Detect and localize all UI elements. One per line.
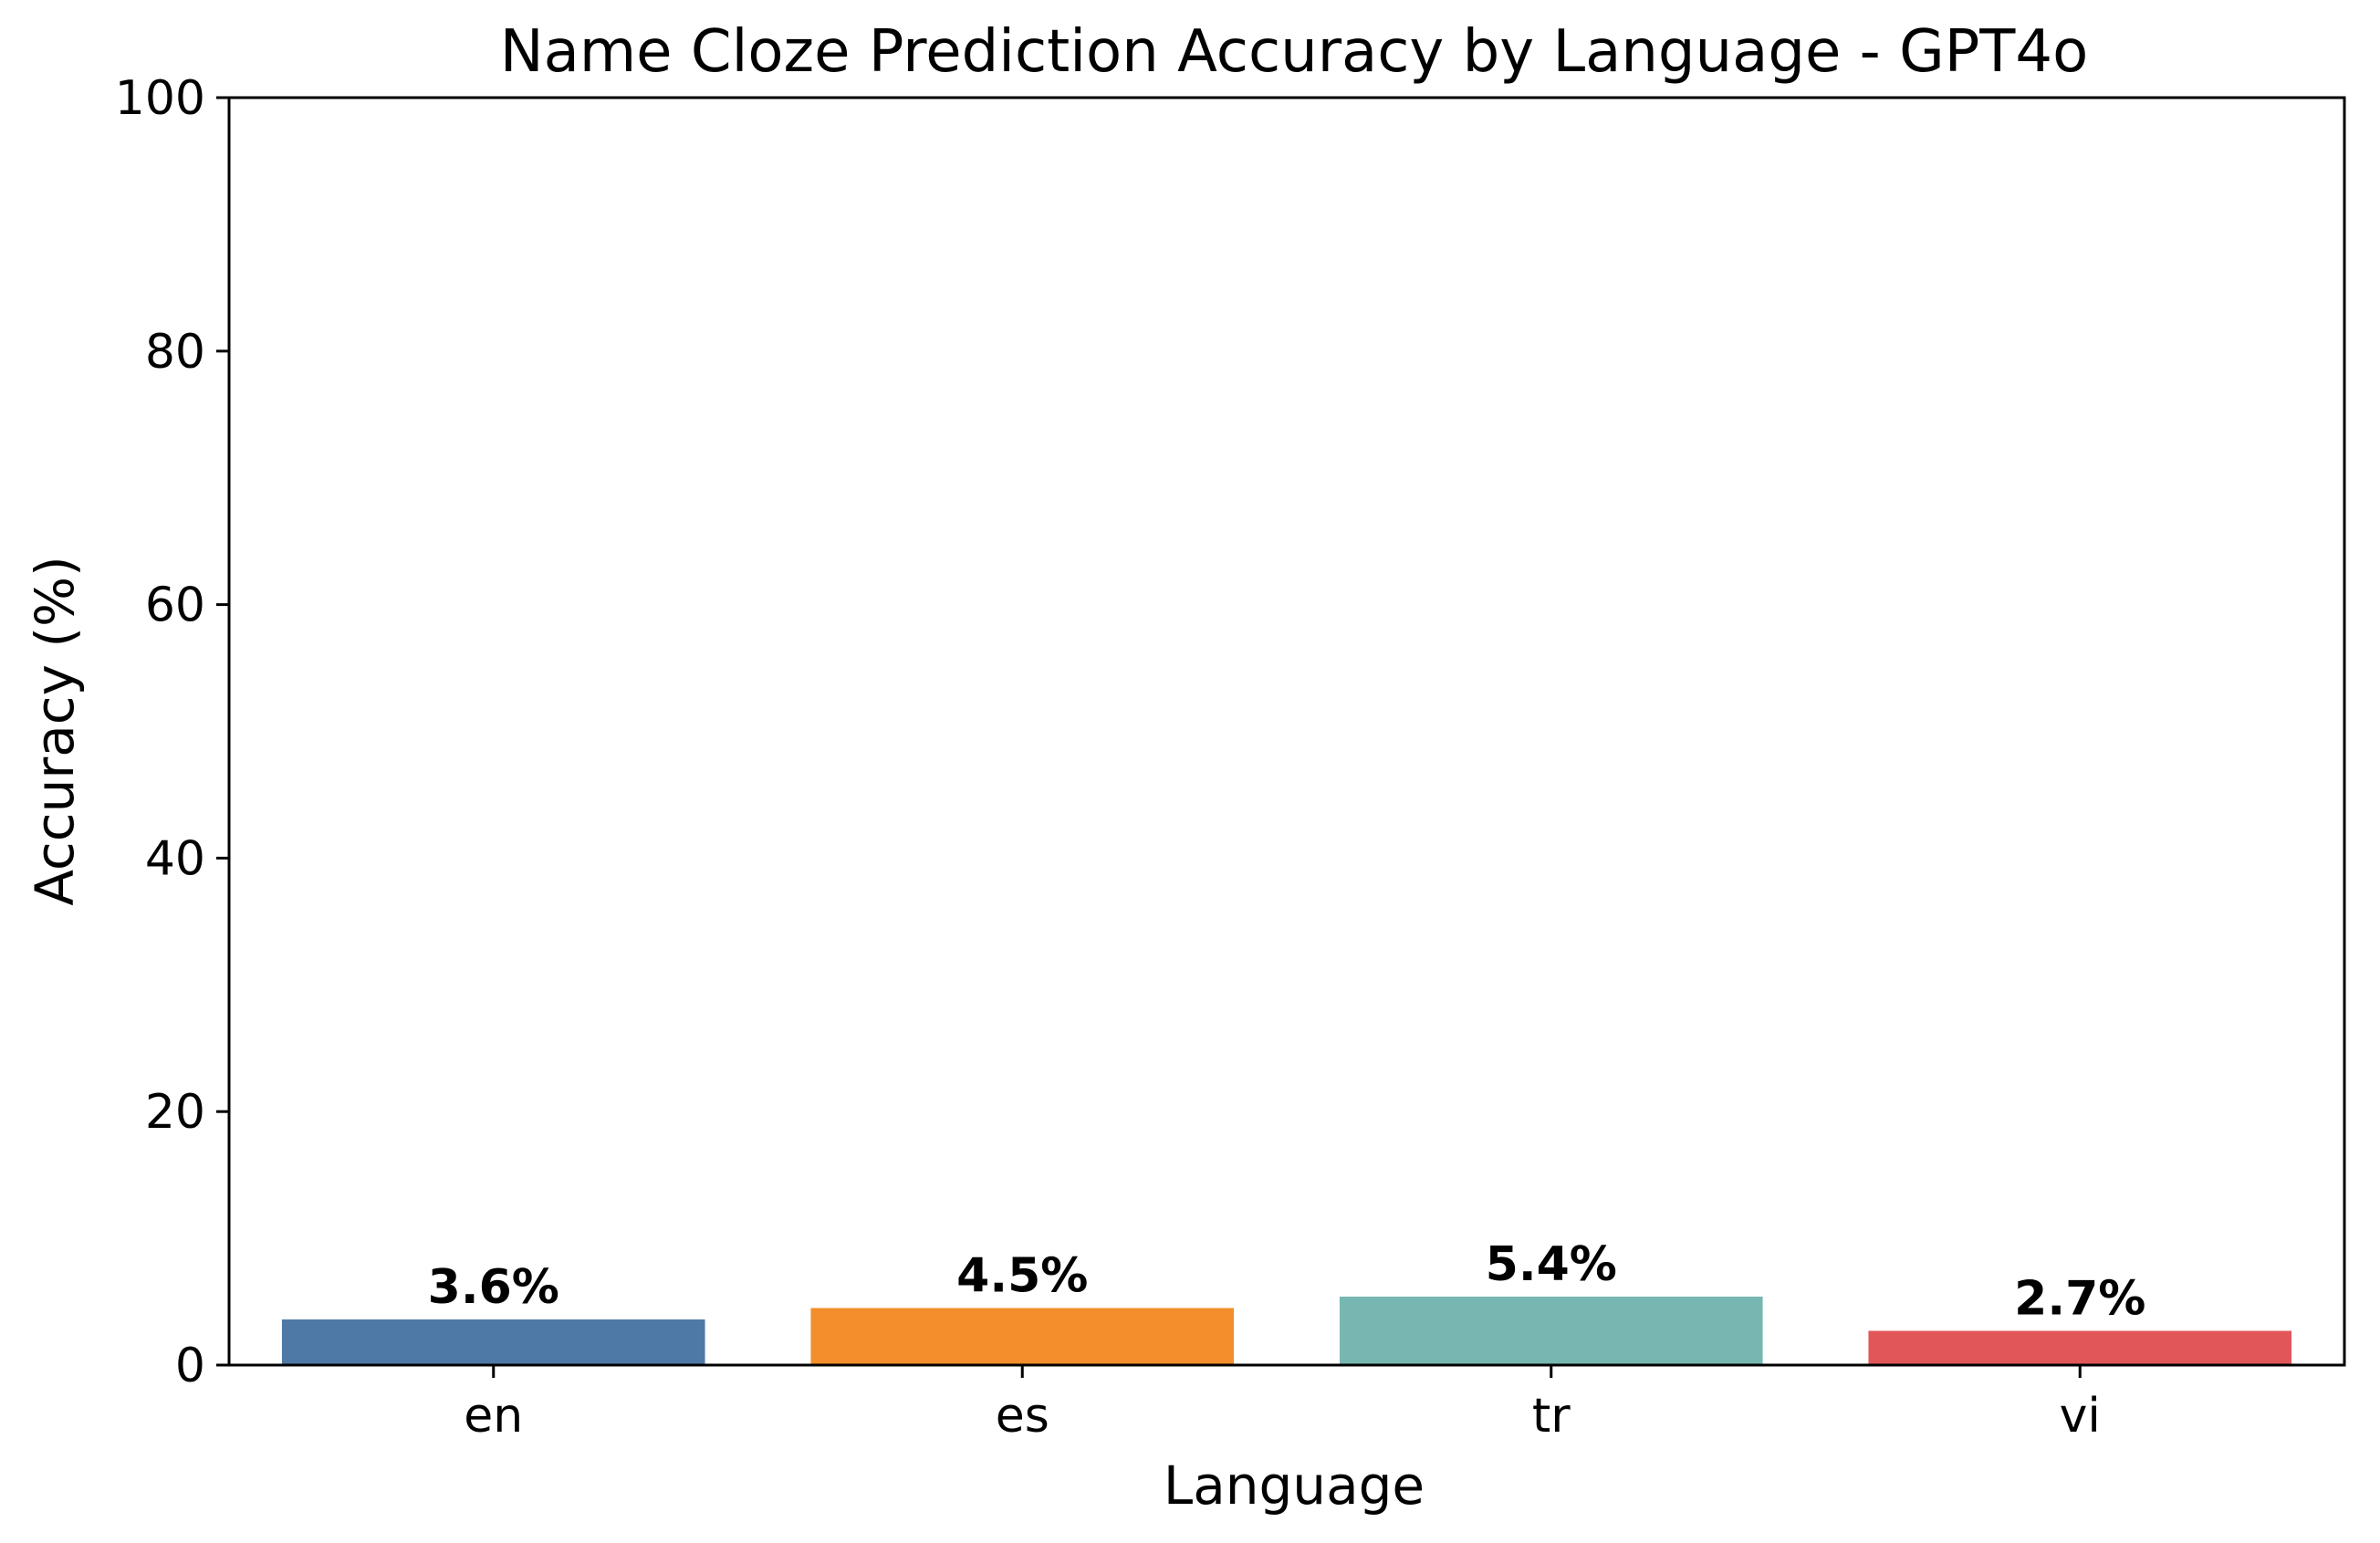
- bar-value-label-es: 4.5%: [956, 1248, 1088, 1303]
- bars: [281, 1296, 2292, 1365]
- plot-frame: [227, 96, 2346, 1367]
- bar-value-label-en: 3.6%: [428, 1260, 559, 1315]
- bar-es: [810, 1308, 1235, 1365]
- bar-value-label-tr: 5.4%: [1486, 1237, 1617, 1292]
- x-tick-label-es: es: [996, 1389, 1049, 1444]
- x-tick-label-vi: vi: [2060, 1389, 2101, 1444]
- x-tick-label-en: en: [464, 1389, 523, 1444]
- chart-title: Name Cloze Prediction Accuracy by Langua…: [500, 18, 2089, 86]
- y-tick-label: 40: [145, 831, 205, 886]
- bar-tr: [1339, 1296, 1763, 1365]
- y-tick-label: 80: [145, 325, 205, 380]
- bar-value-labels: 3.6% 4.5% 5.4% 2.7%: [428, 1237, 2146, 1327]
- y-tick-label: 0: [175, 1339, 205, 1393]
- y-tick-label: 20: [145, 1085, 205, 1140]
- bar-vi: [1868, 1330, 2292, 1365]
- y-axis-label: Accuracy (%): [24, 556, 86, 906]
- x-axis: en es tr vi: [464, 1365, 2101, 1444]
- x-tick-label-tr: tr: [1532, 1389, 1571, 1444]
- x-axis-label: Language: [1164, 1454, 1425, 1517]
- y-tick-label: 100: [115, 71, 205, 126]
- bar-en: [281, 1319, 705, 1365]
- y-tick-label: 60: [145, 579, 205, 633]
- bar-value-label-vi: 2.7%: [2014, 1271, 2145, 1326]
- y-axis: 0 20 40 60 80 100: [115, 71, 229, 1393]
